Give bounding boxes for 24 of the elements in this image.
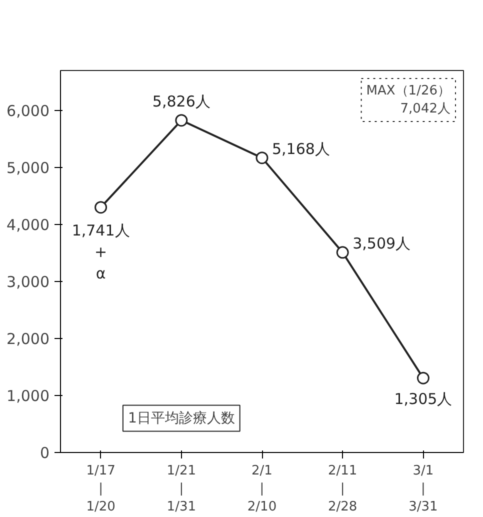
x-tick-label: 1/17 | 1/20 [86,464,116,514]
point [336,246,349,259]
data-label: 3,509人 [352,234,411,252]
point [416,372,430,384]
data-label: 5,168人 [272,140,330,158]
point [256,152,268,164]
x-tick-label: 1/21 | 1/31 [166,464,196,514]
y-tick-label: 5,000 [6,158,50,177]
data-label: 1,305人 [394,390,452,408]
x-tick-label: 3/1 | 3/31 [408,464,438,514]
point [175,114,188,127]
y-tick-label: 0 [40,444,50,462]
annotation: 1日平均診療人数 [128,410,235,426]
y-tick-label: 1,000 [6,386,50,405]
y-tick-label: 6,000 [6,102,50,120]
point [94,201,108,214]
data-label: 5,826人 [152,92,210,110]
annotation: MAX（1/26） 7,042人 [366,84,451,116]
y-tick-label: 3,000 [6,272,50,291]
annotation: 1,741人 + α [72,221,130,283]
x-tick-label: 2/1 | 2/10 [247,464,277,514]
x-tick-label: 2/11 | 2/28 [328,464,358,514]
y-tick-label: 4,000 [6,216,50,234]
y-tick-label: 2,000 [6,330,50,348]
